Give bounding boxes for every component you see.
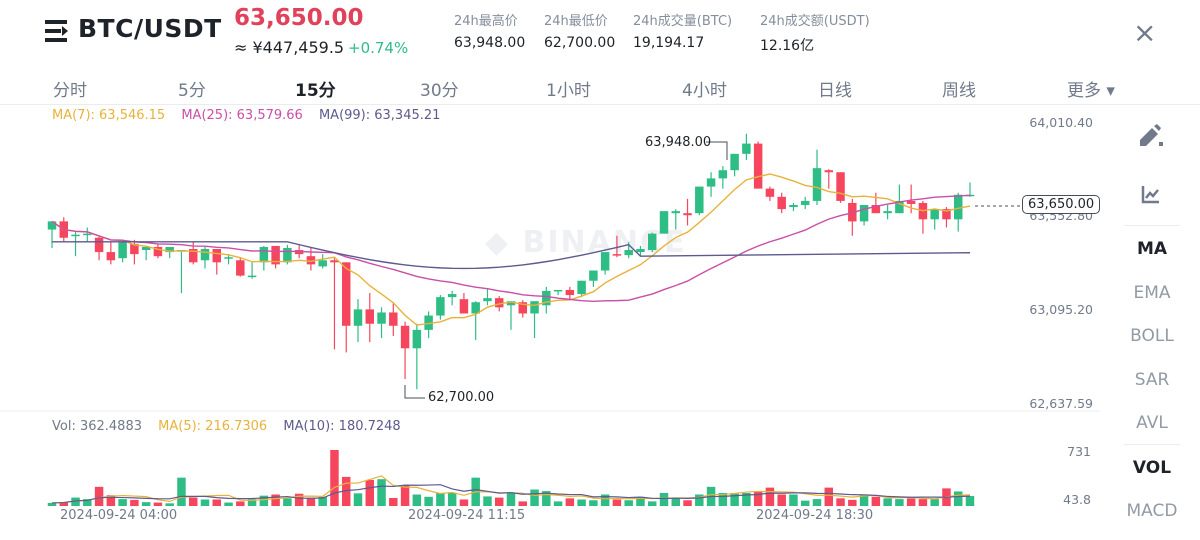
stat-label: 24h成交量(BTC) (633, 14, 733, 29)
menu-icon[interactable] (45, 20, 69, 42)
time-axis-label: 2024-09-24 18:30 (756, 508, 874, 523)
tab-15m[interactable]: 15分 (295, 81, 336, 101)
volume-axis-label: 731 (1067, 444, 1091, 459)
tab-1d[interactable]: 日线 (818, 81, 852, 101)
stat-value: 12.16亿 (760, 38, 815, 54)
ma7-value: MA(7): 63,546.15 (52, 108, 166, 123)
indicator-macd[interactable]: MACD (1126, 501, 1178, 521)
ma25-value: MA(25): 63,579.66 (181, 108, 303, 123)
tab-1h[interactable]: 1小时 (546, 81, 591, 101)
tab-1w[interactable]: 周线 (942, 81, 976, 101)
tab-5m[interactable]: 5分 (178, 81, 206, 101)
side-divider (1124, 444, 1180, 445)
tab-4h[interactable]: 4小时 (682, 81, 727, 101)
time-axis-label: 2024-09-24 11:15 (408, 508, 526, 523)
change-percent: +0.74% (348, 39, 409, 57)
close-icon[interactable]: × (1133, 16, 1157, 49)
vol-value: Vol: 362.4883 (52, 419, 142, 434)
ma99-value: MA(99): 63,345.21 (318, 108, 441, 123)
draw-pencil-icon[interactable] (1137, 124, 1165, 152)
vol-ma10-value: MA(10): 180.7248 (283, 419, 401, 434)
indicator-ma[interactable]: MA (1136, 239, 1168, 259)
indicator-chart-icon[interactable] (1141, 184, 1161, 208)
indicator-ema[interactable]: EMA (1133, 283, 1171, 303)
low-marker-label: 62,700.00 (428, 390, 495, 405)
current-price-tag: 63,650.00 (1022, 195, 1101, 214)
volume-legend: Vol: 362.4883 MA(5): 216.7306 MA(10): 18… (52, 419, 401, 434)
stat-label: 24h最低价 (544, 14, 608, 29)
tab-30m[interactable]: 30分 (420, 81, 459, 101)
indicator-avl[interactable]: AVL (1136, 413, 1168, 433)
side-divider (1124, 225, 1180, 226)
price-axis-label: 62,637.59 (1029, 396, 1093, 411)
indicator-boll[interactable]: BOLL (1130, 326, 1174, 346)
last-price: 63,650.00 (234, 5, 364, 31)
ma-legend: MA(7): 63,546.15 MA(25): 63,579.66 MA(99… (52, 108, 440, 123)
interval-tabs: 分时 5分 15分 30分 1小时 4小时 日线 周线 更多 ▾ (0, 74, 1200, 105)
candlestick-chart[interactable] (0, 0, 1110, 540)
volume-bars (47, 450, 975, 506)
volume-axis-label: 43.8 (1063, 492, 1091, 507)
stat-value: 62,700.00 (544, 35, 616, 51)
price-axis-label: 63,095.20 (1029, 302, 1093, 317)
time-axis-label: 2024-09-24 04:00 (60, 508, 178, 523)
tab-more-dropdown[interactable]: 更多 ▾ (1067, 81, 1115, 101)
high-marker-label: 63,948.00 (645, 135, 712, 150)
tab-time-sharing[interactable]: 分时 (53, 81, 87, 101)
trading-pair-title[interactable]: BTC/USDT (78, 14, 222, 43)
indicator-sar[interactable]: SAR (1134, 370, 1170, 390)
stat-24h-high: 24h最高价 63,948.00 (454, 10, 525, 51)
stat-label: 24h最高价 (454, 14, 518, 29)
candles (47, 133, 975, 390)
stat-value: 63,948.00 (454, 35, 526, 51)
stat-24h-low: 24h最低价 62,700.00 (544, 10, 615, 51)
price-axis-label: 64,010.40 (1029, 115, 1093, 130)
stat-24h-turnover-usdt: 24h成交额(USDT) 12.16亿 (760, 10, 870, 55)
stat-24h-volume-btc: 24h成交量(BTC) 19,194.17 (633, 10, 732, 51)
vol-ma5-value: MA(5): 216.7306 (158, 419, 268, 434)
cny-value: ≈ ¥447,459.5 (234, 38, 345, 57)
ma-lines (51, 173, 971, 326)
indicator-vol[interactable]: VOL (1132, 458, 1172, 478)
stat-value: 19,194.17 (633, 35, 705, 51)
stat-label: 24h成交额(USDT) (760, 14, 870, 29)
